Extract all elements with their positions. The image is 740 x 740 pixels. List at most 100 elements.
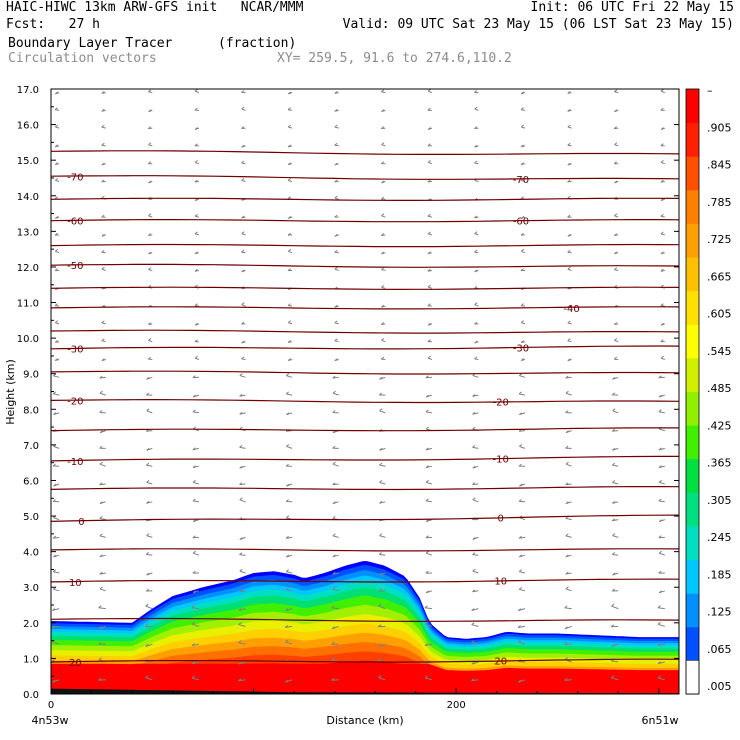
vector-arrowhead: [612, 572, 616, 576]
vector-arrowhead: [660, 251, 664, 255]
vector-arrow: [192, 500, 199, 503]
vector-arrowhead: [194, 143, 198, 147]
vector-arrowhead: [565, 410, 569, 413]
vector-arrowhead: [238, 678, 242, 682]
vector-arrowhead: [101, 320, 105, 324]
vector-arrow: [53, 536, 60, 539]
vector-arrowhead: [101, 358, 105, 361]
vector-arrowhead: [613, 356, 618, 360]
vector-arrowhead: [519, 444, 523, 447]
vector-arrowhead: [472, 589, 476, 593]
vector-arrowhead: [379, 408, 383, 412]
vector-arrowhead: [146, 462, 150, 466]
vector-arrowhead: [145, 644, 149, 647]
vector-arrowhead: [565, 533, 569, 537]
vector-arrowhead: [192, 519, 197, 522]
vector-arrow: [424, 643, 432, 646]
vector-arrow: [611, 660, 619, 663]
vector-arrow: [99, 463, 106, 467]
vector-arrow: [148, 339, 153, 343]
vector-arrowhead: [474, 321, 478, 325]
y-tick-label: 1.0: [23, 654, 39, 665]
vector-arrowhead: [194, 127, 198, 130]
vector-arrowhead: [192, 535, 196, 539]
contour-line--50: [51, 263, 679, 268]
vector-arrowhead: [660, 179, 664, 183]
vector-arrowhead: [53, 483, 57, 487]
contour-line: [51, 329, 679, 334]
vector-arrowhead: [472, 568, 476, 572]
vector-arrow: [471, 679, 479, 682]
colorbar-label: –: [707, 84, 713, 97]
vector-arrowhead: [241, 215, 245, 219]
vector-arrowhead: [334, 266, 338, 270]
vector-arrowhead: [334, 304, 338, 308]
vector-arrow: [565, 376, 572, 379]
y-tick-label: 15.0: [17, 156, 39, 167]
vector-arrowhead: [564, 605, 568, 609]
x-tick-label: 0: [48, 700, 54, 711]
vector-arrowhead: [520, 340, 524, 343]
vector-arrow: [148, 144, 153, 147]
vector-arrow: [660, 90, 665, 94]
contour-line--40: [51, 306, 679, 310]
vector-arrowhead: [520, 196, 524, 200]
vector-arrowhead: [146, 408, 150, 412]
vector-arrowhead: [660, 127, 664, 130]
vector-arrowhead: [567, 179, 571, 183]
vector-arrowhead: [564, 657, 568, 660]
vector-arrow: [378, 677, 386, 681]
x-left-endpoint: 4n53w: [32, 714, 69, 727]
vector-arrowhead: [99, 445, 103, 449]
vector-arrowhead: [381, 109, 385, 112]
contour-line--60: [51, 219, 679, 223]
colorbar-label: .365: [707, 457, 732, 470]
vector-arrowhead: [191, 675, 195, 679]
vector-arrow: [191, 607, 199, 610]
vector-arrow: [332, 588, 339, 592]
contour-line: [51, 150, 679, 155]
vector-arrow: [381, 269, 386, 271]
vector-arrowhead: [285, 463, 289, 467]
vector-arrow: [658, 376, 665, 379]
vector-arrowhead: [567, 124, 571, 128]
vector-arrow: [474, 304, 479, 307]
vector-arrow: [425, 623, 433, 627]
vector-arrow: [519, 393, 526, 396]
vector-arrowhead: [520, 232, 524, 236]
vector-arrowhead: [660, 89, 664, 92]
contour-line-0: [51, 514, 679, 522]
vector-arrow: [472, 446, 479, 449]
vector-arrowhead: [194, 268, 198, 272]
vector-arrowhead: [286, 483, 290, 487]
vector-arrowhead: [192, 447, 196, 451]
vector-arrow: [614, 269, 619, 271]
vector-arrowhead: [332, 375, 336, 379]
colorbar-label: .425: [707, 419, 732, 432]
vector-arrow: [286, 445, 293, 449]
colorbar-swatch: [686, 89, 699, 124]
vector-arrowhead: [520, 268, 524, 271]
vector-arrowhead: [425, 590, 430, 594]
vector-arrowhead: [101, 142, 105, 146]
vector-arrowhead: [145, 552, 150, 555]
vector-arrowhead: [101, 91, 105, 94]
vector-arrowhead: [658, 447, 662, 451]
vector-arrow: [239, 483, 246, 486]
vector-arrow: [55, 126, 60, 129]
vector-arrowhead: [239, 426, 243, 430]
contour-line: [51, 286, 679, 291]
vector-arrowhead: [658, 535, 662, 539]
vector-arrowhead: [472, 411, 476, 415]
vector-arrowhead: [658, 375, 662, 379]
vector-arrowhead: [565, 586, 569, 590]
colorbar-swatch: [686, 290, 699, 325]
vector-arrowhead: [427, 107, 431, 111]
vector-arrow: [53, 571, 60, 574]
vector-arrow: [519, 517, 526, 521]
vector-arrowhead: [427, 160, 431, 163]
colorbar-swatch: [686, 593, 699, 628]
contour-line--20: [51, 398, 679, 404]
vector-arrowhead: [241, 231, 245, 235]
vector-arrowhead: [99, 410, 103, 413]
